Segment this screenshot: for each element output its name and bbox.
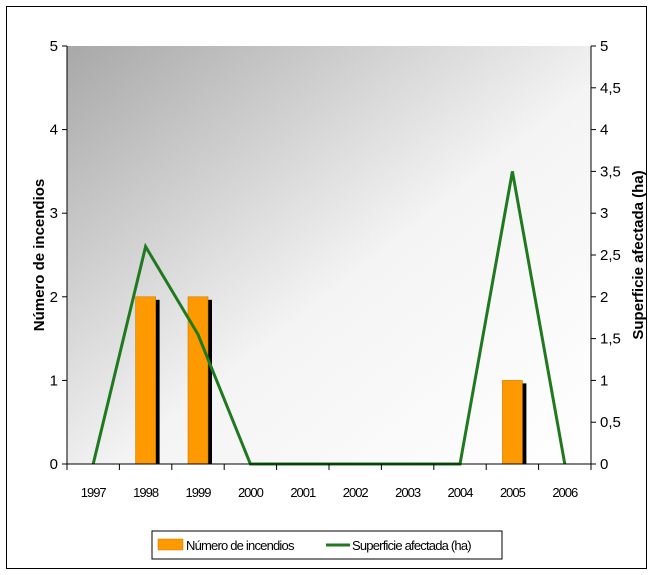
right-tick-label: 4,5 [600, 80, 621, 97]
right-tick-label: 1 [600, 372, 608, 389]
x-tick-label: 2004 [448, 485, 474, 500]
right-tick-label: 5 [600, 38, 608, 55]
x-tick-label: 1999 [186, 485, 212, 500]
x-tick-label: 2005 [500, 485, 526, 500]
right-axis-ticks: 0 0,5 1 1,5 2 2,5 3 3,5 4 4,5 5 [591, 38, 621, 473]
right-tick-label: 4 [600, 122, 608, 139]
y-axis-title: Número de incendios [31, 179, 48, 332]
right-tick-label: 0,5 [600, 414, 621, 431]
legend-label-line: Superficie afectada (ha) [352, 538, 471, 553]
x-tick-label: 2000 [238, 485, 264, 500]
legend-swatch-bars [157, 538, 184, 551]
legend-label-bars: Número de incendios [186, 538, 295, 553]
x-tick-label: 2006 [552, 485, 578, 500]
x-axis-ticks: 1997 1998 1999 2000 2001 2002 2003 2004 2005 2006 [66, 464, 592, 500]
right-tick-label: 2,5 [600, 247, 621, 264]
x-tick-label: 1997 [81, 485, 107, 500]
left-tick-label: 5 [50, 38, 58, 55]
bar [135, 296, 156, 465]
right-tick-label: 3,5 [600, 163, 621, 180]
left-axis-ticks: 0 1 2 3 4 5 [50, 38, 67, 473]
bar-series [135, 296, 527, 465]
left-tick-label: 3 [50, 205, 58, 222]
left-tick-label: 1 [50, 372, 58, 389]
bar [502, 380, 523, 465]
right-tick-label: 0 [600, 456, 608, 473]
right-tick-label: 3 [600, 205, 608, 222]
right-tick-label: 1,5 [600, 331, 621, 348]
right-tick-label: 2 [600, 289, 608, 306]
x-tick-label: 1998 [133, 485, 159, 500]
left-tick-label: 2 [50, 289, 58, 306]
x-tick-label: 2001 [290, 485, 316, 500]
left-tick-label: 4 [50, 122, 58, 139]
left-tick-label: 0 [50, 456, 58, 473]
y2-axis-title: Superficie afectada (ha) [630, 170, 647, 339]
x-tick-label: 2003 [395, 485, 421, 500]
x-tick-label: 2002 [343, 485, 369, 500]
